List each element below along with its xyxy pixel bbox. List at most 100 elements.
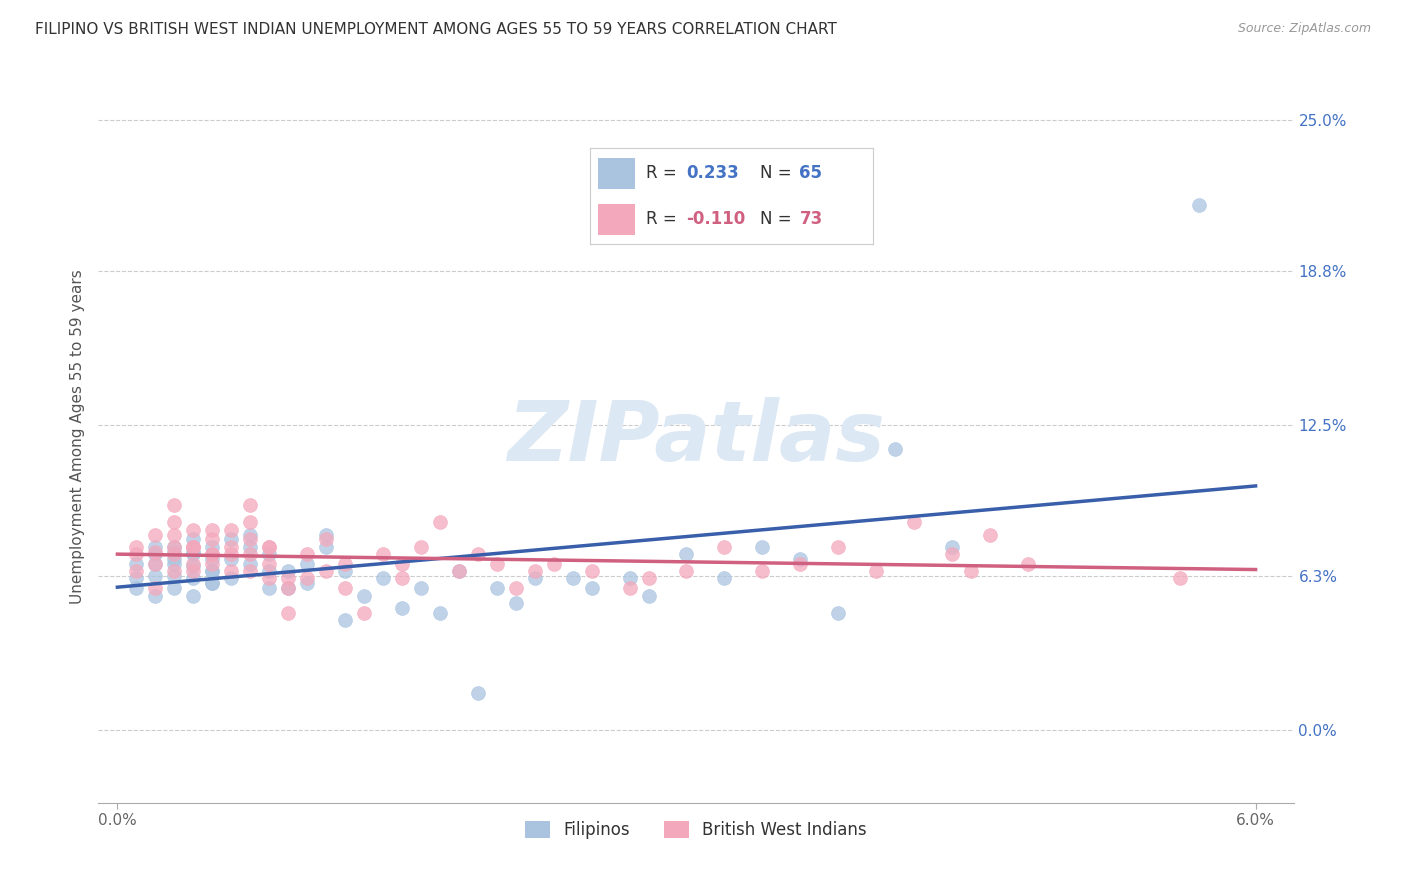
Y-axis label: Unemployment Among Ages 55 to 59 years: Unemployment Among Ages 55 to 59 years: [69, 269, 84, 605]
Point: [163, 557, 186, 571]
Point: [353, 606, 375, 620]
Point: [371, 572, 394, 586]
Point: [619, 581, 641, 595]
Point: [181, 540, 204, 554]
Text: -0.110: -0.110: [686, 211, 745, 228]
Point: [181, 557, 204, 571]
Point: [181, 547, 204, 561]
Point: [789, 552, 811, 566]
Point: [163, 527, 186, 541]
Text: ZIPatlas: ZIPatlas: [508, 397, 884, 477]
Point: [201, 564, 224, 578]
Point: [1188, 198, 1211, 212]
Point: [581, 581, 603, 595]
Point: [125, 564, 148, 578]
Point: [163, 569, 186, 583]
Point: [751, 540, 773, 554]
Point: [1168, 572, 1191, 586]
Point: [163, 540, 186, 554]
Text: 0.233: 0.233: [686, 164, 740, 182]
Point: [561, 572, 583, 586]
Point: [941, 547, 963, 561]
Point: [239, 540, 262, 554]
Point: [257, 540, 280, 554]
Point: [239, 533, 262, 547]
Point: [333, 581, 356, 595]
Legend: Filipinos, British West Indians: Filipinos, British West Indians: [519, 814, 873, 846]
Point: [713, 572, 735, 586]
Point: [125, 557, 148, 571]
Point: [125, 547, 148, 561]
Point: [163, 540, 186, 554]
Point: [201, 557, 224, 571]
Text: N =: N =: [759, 164, 797, 182]
Point: [181, 559, 204, 574]
Point: [125, 581, 148, 595]
Point: [257, 540, 280, 554]
Point: [467, 686, 489, 700]
Point: [543, 557, 565, 571]
Point: [979, 527, 1001, 541]
Point: [181, 540, 204, 554]
Point: [751, 564, 773, 578]
Point: [143, 557, 166, 571]
Point: [371, 547, 394, 561]
Point: [827, 606, 849, 620]
Point: [315, 527, 337, 541]
Text: N =: N =: [759, 211, 797, 228]
Point: [181, 589, 204, 603]
Point: [391, 557, 413, 571]
Point: [143, 589, 166, 603]
Point: [219, 572, 242, 586]
Point: [201, 540, 224, 554]
Point: [219, 547, 242, 561]
Point: [143, 581, 166, 595]
Point: [581, 564, 603, 578]
Point: [239, 516, 262, 530]
Point: [505, 596, 527, 610]
Point: [201, 564, 224, 578]
Point: [333, 564, 356, 578]
Text: Source: ZipAtlas.com: Source: ZipAtlas.com: [1237, 22, 1371, 36]
Point: [467, 547, 489, 561]
Point: [523, 564, 546, 578]
Point: [257, 557, 280, 571]
Point: [239, 527, 262, 541]
Point: [181, 533, 204, 547]
Point: [865, 564, 887, 578]
Point: [295, 572, 318, 586]
Point: [201, 552, 224, 566]
Bar: [599, 204, 636, 235]
Point: [143, 569, 166, 583]
Point: [219, 552, 242, 566]
Point: [143, 544, 166, 558]
Point: [827, 540, 849, 554]
Point: [239, 499, 262, 513]
Point: [201, 523, 224, 537]
Point: [409, 581, 432, 595]
Point: [257, 547, 280, 561]
Point: [391, 600, 413, 615]
Point: [523, 572, 546, 586]
Point: [713, 540, 735, 554]
Point: [903, 516, 925, 530]
Point: [485, 557, 508, 571]
Point: [163, 564, 186, 578]
Point: [295, 576, 318, 591]
Point: [429, 516, 451, 530]
Text: R =: R =: [647, 164, 682, 182]
Point: [315, 564, 337, 578]
Point: [277, 581, 299, 595]
Point: [333, 613, 356, 627]
Text: 65: 65: [800, 164, 823, 182]
Text: 73: 73: [800, 211, 823, 228]
Point: [239, 564, 262, 578]
Point: [143, 527, 166, 541]
Point: [315, 533, 337, 547]
Point: [295, 557, 318, 571]
Text: FILIPINO VS BRITISH WEST INDIAN UNEMPLOYMENT AMONG AGES 55 TO 59 YEARS CORRELATI: FILIPINO VS BRITISH WEST INDIAN UNEMPLOY…: [35, 22, 837, 37]
Point: [143, 557, 166, 571]
Bar: [599, 158, 636, 188]
Point: [941, 540, 963, 554]
Point: [675, 564, 697, 578]
